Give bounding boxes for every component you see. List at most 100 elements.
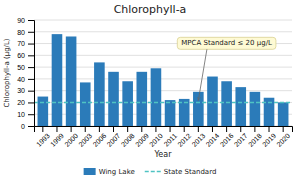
bar	[278, 102, 289, 126]
x-tick-label: 2011	[163, 132, 179, 148]
bar	[66, 36, 77, 126]
x-tick: 2009	[134, 126, 150, 148]
y-tick: 70	[17, 40, 34, 47]
annotation-arrow	[198, 49, 207, 100]
y-tick-mark	[28, 44, 34, 45]
bar	[193, 92, 204, 126]
y-tick: 50	[17, 64, 34, 71]
x-tick: 2007	[106, 126, 122, 148]
x-tick: 2003	[77, 126, 93, 148]
x-tick-label: 2010	[148, 132, 164, 148]
y-tick-mark	[28, 32, 34, 33]
y-tick-mark	[28, 126, 34, 127]
bar	[80, 82, 91, 126]
y-tick-mark	[28, 79, 34, 80]
bar	[38, 97, 49, 126]
y-tick-mark	[28, 67, 34, 68]
bar	[122, 81, 133, 126]
annotation: MPCA Standard ≤ 20 μg/L	[177, 37, 276, 100]
x-tick: 2020	[275, 126, 291, 148]
x-tick: 1999	[49, 126, 65, 148]
x-tick-label: 2008	[120, 132, 136, 148]
x-axis-title: Year	[154, 150, 173, 159]
x-tick-mark	[42, 126, 43, 132]
grid	[34, 20, 292, 126]
x-tick-label: 2007	[106, 132, 122, 148]
x-tick-mark	[269, 126, 270, 132]
bar	[151, 68, 162, 126]
x-tick: 2010	[148, 126, 164, 148]
x-tick: 2008	[120, 126, 136, 148]
x-axis-line	[35, 127, 293, 133]
marks	[34, 34, 292, 126]
x-tick-label: 2016	[219, 132, 235, 148]
grid-line	[34, 20, 292, 21]
bar	[52, 34, 63, 126]
x-tick-label: 2006	[91, 132, 107, 148]
x-tick: 1993	[35, 126, 51, 148]
x-tick: 2011	[163, 126, 179, 148]
chart: 0102030405060708090199319992000200320062…	[0, 0, 300, 180]
x-axis: 1993199920002003200620072008200920102011…	[35, 126, 293, 148]
grid-line	[34, 31, 292, 32]
bar	[250, 92, 261, 126]
legend-label: State Standard	[164, 168, 217, 176]
y-tick-label: 50	[17, 64, 25, 71]
x-tick: 2014	[205, 126, 221, 148]
y-tick: 0	[21, 123, 34, 130]
x-tick-mark	[85, 126, 86, 132]
bar	[207, 77, 218, 126]
x-tick: 2016	[219, 126, 235, 148]
legend-item: State Standard	[145, 168, 217, 176]
x-tick-mark	[198, 126, 199, 132]
x-tick-label: 2020	[275, 132, 291, 148]
x-tick-mark	[155, 126, 156, 132]
x-tick-label: 2014	[205, 132, 221, 148]
y-tick-label: 60	[17, 52, 25, 59]
x-tick-mark	[254, 126, 255, 132]
y-tick: 30	[17, 87, 34, 94]
x-tick-mark	[283, 126, 284, 132]
annotation-text: MPCA Standard ≤ 20 μg/L	[181, 39, 272, 47]
x-tick-label: 2012	[176, 132, 192, 148]
x-tick-mark	[56, 126, 57, 132]
legend-label: Wing Lake	[99, 168, 135, 176]
y-tick: 10	[17, 111, 34, 118]
x-tick-mark	[212, 126, 213, 132]
x-tick-label: 2017	[233, 132, 249, 148]
x-tick-mark	[226, 126, 227, 132]
bar	[221, 81, 232, 126]
x-tick-mark	[99, 126, 100, 132]
x-tick: 2013	[190, 126, 206, 148]
x-tick-mark	[71, 126, 72, 132]
x-tick-label: 2019	[261, 132, 277, 148]
x-tick: 2012	[176, 126, 192, 148]
x-tick-mark	[127, 126, 128, 132]
x-tick-mark	[113, 126, 114, 132]
y-tick: 90	[17, 17, 34, 24]
y-tick-label: 0	[21, 123, 25, 130]
y-tick-label: 10	[17, 111, 25, 118]
x-tick: 2019	[261, 126, 277, 148]
bar	[108, 72, 119, 126]
y-tick-label: 80	[17, 29, 25, 36]
y-tick-label: 20	[17, 99, 25, 106]
y-tick-mark	[28, 20, 34, 21]
y-tick: 80	[17, 29, 34, 36]
x-tick-mark	[141, 126, 142, 132]
grid-line	[34, 102, 292, 103]
x-tick-label: 2009	[134, 132, 150, 148]
x-tick-mark	[170, 126, 171, 132]
x-tick: 2018	[247, 126, 263, 148]
y-tick: 20	[17, 99, 34, 106]
y-tick-label: 90	[17, 17, 25, 24]
x-tick-label: 2000	[63, 132, 79, 148]
bar	[165, 100, 176, 126]
x-tick-label: 2018	[247, 132, 263, 148]
legend-swatch	[145, 171, 161, 173]
y-tick-mark	[28, 91, 34, 92]
x-tick: 2017	[233, 126, 249, 148]
y-tick: 60	[17, 52, 34, 59]
bar	[136, 72, 147, 126]
x-tick-label: 1999	[49, 132, 65, 148]
